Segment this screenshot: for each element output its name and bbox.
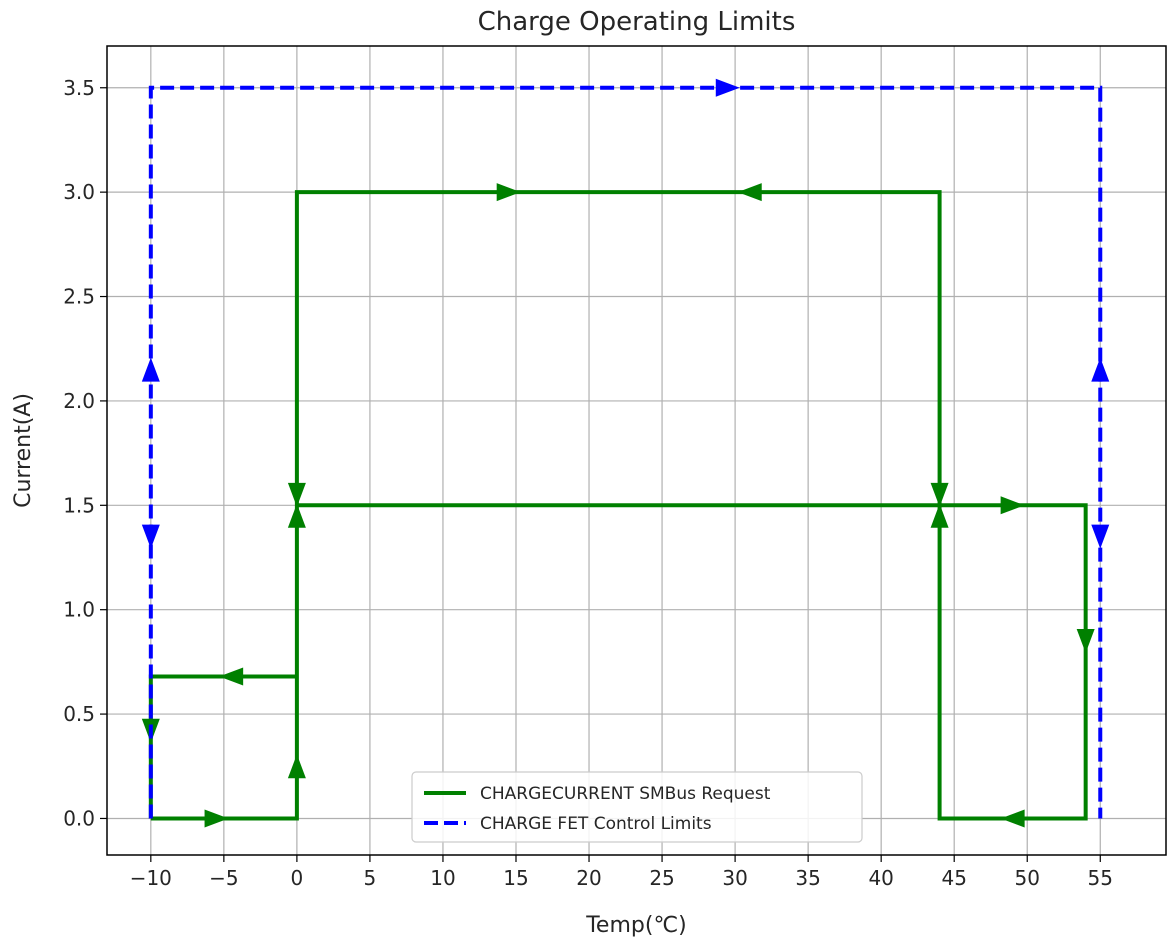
direction-arrow-marker	[930, 503, 949, 528]
grid-lines	[107, 46, 1166, 855]
x-tick-label: 35	[795, 866, 820, 890]
direction-arrow-marker	[1076, 629, 1095, 654]
series-line	[148, 190, 1088, 821]
direction-arrow-marker	[141, 357, 160, 382]
y-axis-label: Current(A)	[11, 393, 36, 508]
legend-label: CHARGE FET Control Limits	[480, 814, 712, 834]
x-tick-label: 10	[430, 866, 455, 890]
y-tick-label: 2.5	[63, 285, 95, 309]
x-tick-label: 20	[576, 866, 601, 890]
x-axis-label: Temp(℃)	[585, 913, 687, 938]
axis-ticks: −10 −5 0 5 10 15 20 25 30 35 40 45 50 55 0.0 0.5 1.0 1.5 2…	[63, 76, 1113, 890]
legend-box	[411, 771, 863, 843]
x-tick-label: 25	[649, 866, 674, 890]
series-1	[141, 183, 1095, 828]
direction-arrow-marker	[1091, 357, 1110, 382]
y-tick-label: 3.5	[63, 76, 95, 100]
direction-arrow-marker	[219, 667, 244, 686]
y-tick-label: 0.0	[63, 806, 95, 830]
y-tick-label: 2.0	[63, 389, 95, 413]
direction-arrow-marker	[287, 754, 306, 779]
legend-label: CHARGECURRENT SMBus Request	[480, 784, 771, 804]
direction-arrow-marker	[204, 809, 229, 828]
direction-arrow-marker	[1000, 809, 1025, 828]
direction-arrow-marker	[1000, 496, 1025, 515]
direction-arrow-marker	[287, 503, 306, 528]
y-tick-label: 1.5	[63, 493, 95, 517]
y-tick-label: 0.5	[63, 702, 95, 726]
series-line	[148, 85, 1103, 819]
direction-arrow-marker	[1091, 524, 1110, 549]
x-tick-label: 40	[868, 866, 893, 890]
plot-frame	[106, 45, 1167, 856]
direction-arrow-marker	[141, 524, 160, 549]
legend: CHARGECURRENT SMBus Request CHARGE FET Co…	[411, 771, 863, 843]
direction-arrow-marker	[715, 78, 740, 97]
series-layer	[141, 78, 1110, 828]
direction-arrow-marker	[496, 183, 521, 202]
chart-title: Charge Operating Limits	[478, 7, 796, 37]
y-tick-label: 3.0	[63, 180, 95, 204]
x-tick-label: 5	[364, 866, 377, 890]
y-tick-label: 1.0	[63, 598, 95, 622]
series-2	[141, 78, 1110, 819]
x-tick-label: 45	[941, 866, 966, 890]
x-tick-label: 0	[291, 866, 304, 890]
direction-arrow-marker	[737, 183, 762, 202]
x-tick-label: −10	[130, 866, 172, 890]
direction-arrow-marker	[930, 482, 949, 507]
x-tick-label: 30	[722, 866, 747, 890]
direction-arrow-marker	[287, 482, 306, 507]
x-tick-label: 50	[1015, 866, 1040, 890]
x-tick-label: 15	[503, 866, 528, 890]
x-tick-label: −5	[209, 866, 238, 890]
x-tick-label: 55	[1088, 866, 1113, 890]
